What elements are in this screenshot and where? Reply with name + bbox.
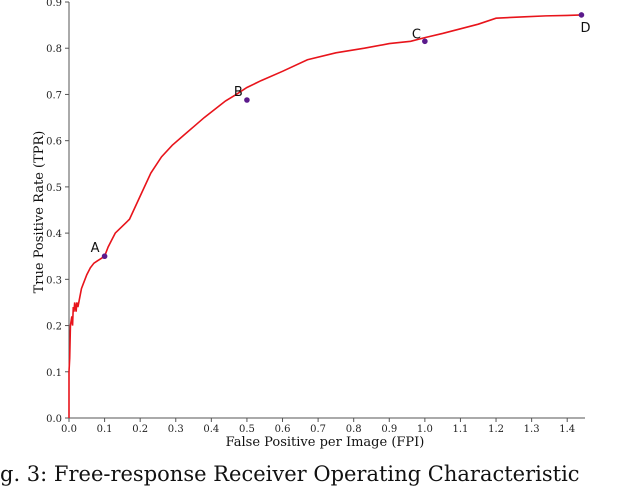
x-tick-label: 0.2: [132, 424, 148, 435]
point-label-b: B: [234, 85, 243, 100]
x-tick-label: 0.6: [275, 424, 291, 435]
y-tick-label: 0.8: [46, 44, 62, 55]
x-tick-label: 0.3: [168, 424, 184, 435]
axes: [68, 2, 585, 419]
point-marker-d: [578, 12, 585, 18]
x-tick-label: 0.7: [310, 424, 326, 435]
point-marker-b: [244, 97, 250, 103]
x-tick-label: 0.9: [381, 424, 397, 435]
x-ticks: 0.0 0.1 0.2 0.3 0.4 0.5 0.6 0.7 0.8 0.9 1.0 1.1 1.2 1…: [61, 418, 575, 435]
y-tick-label: 0.4: [46, 229, 62, 240]
y-tick-label: 0.7: [46, 90, 62, 101]
y-tick-label: 0.2: [46, 322, 62, 333]
figure-caption: g. 3: Free-response Receiver Operating C…: [0, 462, 580, 486]
y-tick-label: 0.1: [46, 368, 62, 379]
y-tick-label: 0.6: [46, 137, 62, 148]
y-tick-label: 0.3: [46, 275, 62, 286]
x-tick-label: 1.0: [417, 424, 433, 435]
froc-curve-line: [68, 14, 582, 418]
x-tick-label: 0.0: [61, 424, 77, 435]
point-label-d: D: [580, 21, 590, 36]
y-axis-title: True Positive Rate (TPR): [32, 131, 47, 294]
x-tick-label: 1.3: [524, 424, 540, 435]
operating-points: A B C D: [91, 12, 590, 260]
y-tick-label: 0.0: [46, 414, 62, 425]
point-marker-c: [422, 38, 428, 45]
y-ticks: 0.0 0.1 0.2 0.3 0.4 0.5 0.6 0.7 0.8 0.9: [46, 0, 69, 425]
y-tick-label: 0.9: [46, 0, 62, 9]
point-label-a: A: [91, 241, 100, 256]
x-tick-label: 1.4: [559, 424, 575, 435]
x-tick-label: 0.8: [346, 424, 362, 435]
x-tick-label: 0.1: [97, 424, 113, 435]
point-label-c: C: [412, 27, 421, 42]
point-marker-a: [101, 253, 108, 260]
x-tick-label: 0.5: [239, 424, 255, 435]
x-tick-label: 0.4: [203, 424, 219, 435]
x-tick-label: 1.1: [452, 424, 468, 435]
x-axis-title: False Positive per Image (FPI): [226, 435, 425, 450]
y-tick-label: 0.5: [46, 183, 62, 194]
x-tick-label: 1.2: [488, 424, 504, 435]
roc-chart: 0.0 0.1 0.2 0.3 0.4 0.5 0.6 0.7 0.8 0.9 1.0 1.1 1.2 1…: [32, 0, 590, 450]
